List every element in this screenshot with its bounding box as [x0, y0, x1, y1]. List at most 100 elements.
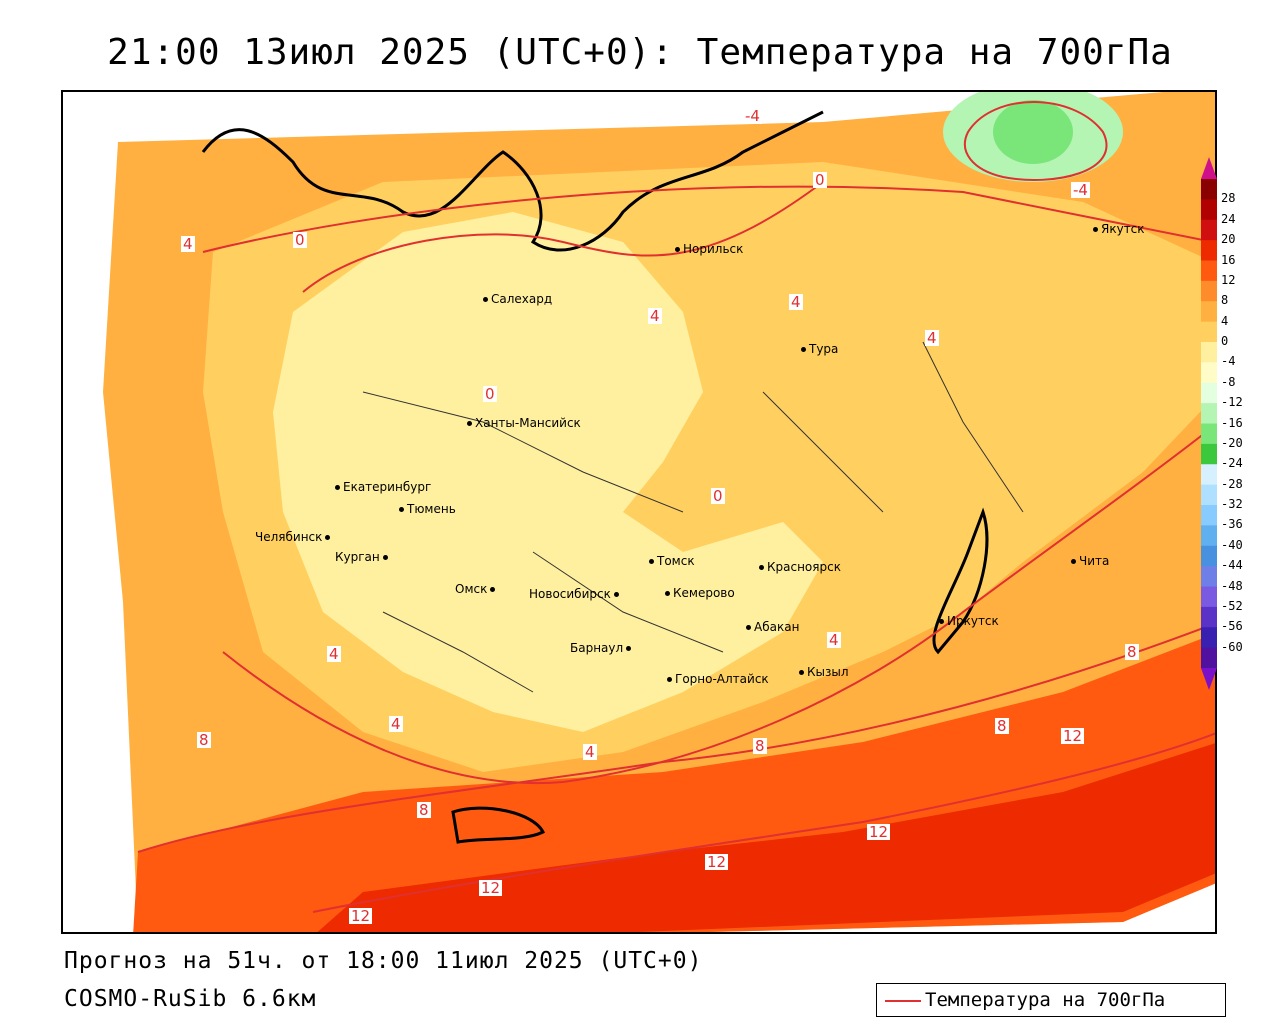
scale-swatch	[1201, 606, 1217, 628]
color-scale: 28 24 20 16 12 8 4 0 -4 -8 -12 -16 -20 -24 -28 -32 -36 -4…	[1199, 157, 1271, 690]
city-tyumen: Тюмень	[399, 502, 456, 516]
contour-label-0: 0	[711, 487, 725, 505]
map-title: 21:00 13июл 2025 (UTC+0): Температура на…	[107, 32, 1173, 73]
city-yakutsk: Якутск	[1093, 222, 1145, 236]
scale-tick-label: 28	[1221, 191, 1236, 206]
legend-label: Температура на 700гПа	[925, 989, 1166, 1011]
city-barnaul: Барнаул	[570, 641, 634, 655]
contour-label-12: 12	[867, 823, 891, 841]
scale-top-arrow	[1201, 157, 1217, 179]
scale-swatch	[1201, 484, 1217, 506]
scale-tick-label: -4	[1221, 354, 1236, 369]
scale-swatch	[1201, 525, 1217, 547]
contour-label-8: 8	[197, 731, 211, 749]
temperature-map: Норильск Якутск Салехард Тура Ханты-Манс…	[61, 90, 1217, 934]
city-tomsk: Томск	[649, 554, 695, 568]
contour-label-minus4: -4	[1071, 181, 1090, 199]
scale-tick-label: -52	[1221, 598, 1243, 613]
contour-label-4: 4	[925, 329, 939, 347]
scale-swatch	[1201, 443, 1217, 465]
contour-label-12: 12	[1061, 727, 1085, 745]
scale-swatch	[1201, 342, 1217, 363]
scale-swatch	[1201, 260, 1217, 282]
scale-tick-label: -24	[1221, 456, 1243, 471]
city-norilsk: Норильск	[675, 242, 743, 256]
scale-swatch	[1201, 545, 1217, 567]
contour-label-4: 4	[583, 743, 597, 761]
city-khanty-mansiysk: Ханты-Мансийск	[467, 416, 581, 430]
contour-label-12: 12	[705, 853, 729, 871]
contour-label-0: 0	[483, 385, 497, 403]
contour-label-0: 0	[293, 231, 307, 249]
city-gorno-altaysk: Горно-Алтайск	[667, 672, 769, 686]
forecast-info: Прогноз на 51ч. от 18:00 11июл 2025 (UTC…	[64, 948, 703, 974]
lake-south	[451, 806, 546, 844]
contour-label-8: 8	[995, 717, 1009, 735]
scale-tick-label: 0	[1221, 334, 1229, 348]
city-krasnoyarsk: Красноярск	[759, 560, 841, 574]
cold-spot-inner	[993, 100, 1073, 164]
scale-tick-label: -56	[1221, 619, 1243, 634]
scale-swatch	[1201, 240, 1217, 261]
field-12-16	[317, 743, 1215, 932]
scale-swatch	[1201, 586, 1217, 608]
contour-4-north	[202, 185, 1214, 253]
contour-label-12: 12	[349, 907, 373, 925]
city-ekaterinburg: Екатеринбург	[335, 480, 431, 494]
contour-label-4: 4	[181, 235, 195, 253]
scale-tick-label: -44	[1221, 558, 1243, 573]
contour-label-4: 4	[827, 631, 841, 649]
city-kemerovo: Кемерово	[665, 586, 735, 600]
scale-tick-label: -36	[1221, 517, 1243, 532]
scale-swatch	[1201, 627, 1217, 649]
scale-swatch	[1201, 464, 1217, 486]
scale-tick-label: -40	[1221, 537, 1243, 552]
scale-tick-label: 8	[1221, 293, 1229, 308]
city-kyzyl: Кызыл	[799, 665, 849, 679]
scale-swatch	[1201, 321, 1217, 343]
scale-swatch	[1201, 382, 1217, 404]
scale-tick-label: 4	[1221, 313, 1229, 328]
scale-tick-label: 12	[1221, 272, 1236, 287]
scale-tick-label: 20	[1221, 232, 1236, 247]
scale-tick-label: 24	[1221, 211, 1236, 226]
contour-label-4: 4	[789, 293, 803, 311]
scale-swatch	[1201, 301, 1217, 323]
city-chelyabinsk: Челябинск	[255, 530, 333, 544]
scale-tick-label: -8	[1221, 374, 1236, 389]
contour-label-12: 12	[479, 879, 503, 897]
city-novosibirsk: Новосибирск	[529, 587, 622, 601]
admin-borders	[362, 341, 1024, 693]
scale-swatch	[1201, 179, 1217, 200]
field-minus4-0-west	[273, 212, 823, 732]
contour-label-4: 4	[327, 645, 341, 663]
city-omsk: Омск	[455, 582, 498, 596]
scale-tick-label: -20	[1221, 435, 1243, 450]
scale-swatch	[1201, 647, 1217, 669]
contour-label-0: 0	[813, 171, 827, 189]
city-salekhard: Салехард	[483, 292, 552, 306]
scale-bottom-arrow	[1201, 668, 1217, 690]
contour-8	[137, 622, 1215, 853]
contour-label-8: 8	[417, 801, 431, 819]
contour-12	[312, 732, 1215, 913]
city-abakan: Абакан	[746, 620, 799, 634]
scale-tick-label: -28	[1221, 476, 1243, 491]
scale-tick-label: -60	[1221, 639, 1243, 654]
contour-minus4	[963, 101, 1108, 181]
city-irkutsk: Иркутск	[939, 614, 999, 628]
legend: Температура на 700гПа	[876, 983, 1226, 1017]
model-name: COSMO-RuSib 6.6км	[64, 986, 317, 1012]
coastline	[201, 110, 824, 252]
scale-tick-label: -32	[1221, 497, 1243, 511]
scale-swatch	[1201, 362, 1217, 384]
city-chita: Чита	[1071, 554, 1109, 568]
contour-label-4: 4	[648, 307, 662, 325]
scale-swatch	[1201, 219, 1217, 241]
contour-label-8: 8	[753, 737, 767, 755]
map-canvas	[103, 92, 1215, 932]
baikal-lake	[932, 507, 989, 655]
scale-swatch	[1201, 505, 1217, 526]
scale-swatch	[1201, 423, 1217, 445]
scale-swatch	[1201, 403, 1217, 424]
